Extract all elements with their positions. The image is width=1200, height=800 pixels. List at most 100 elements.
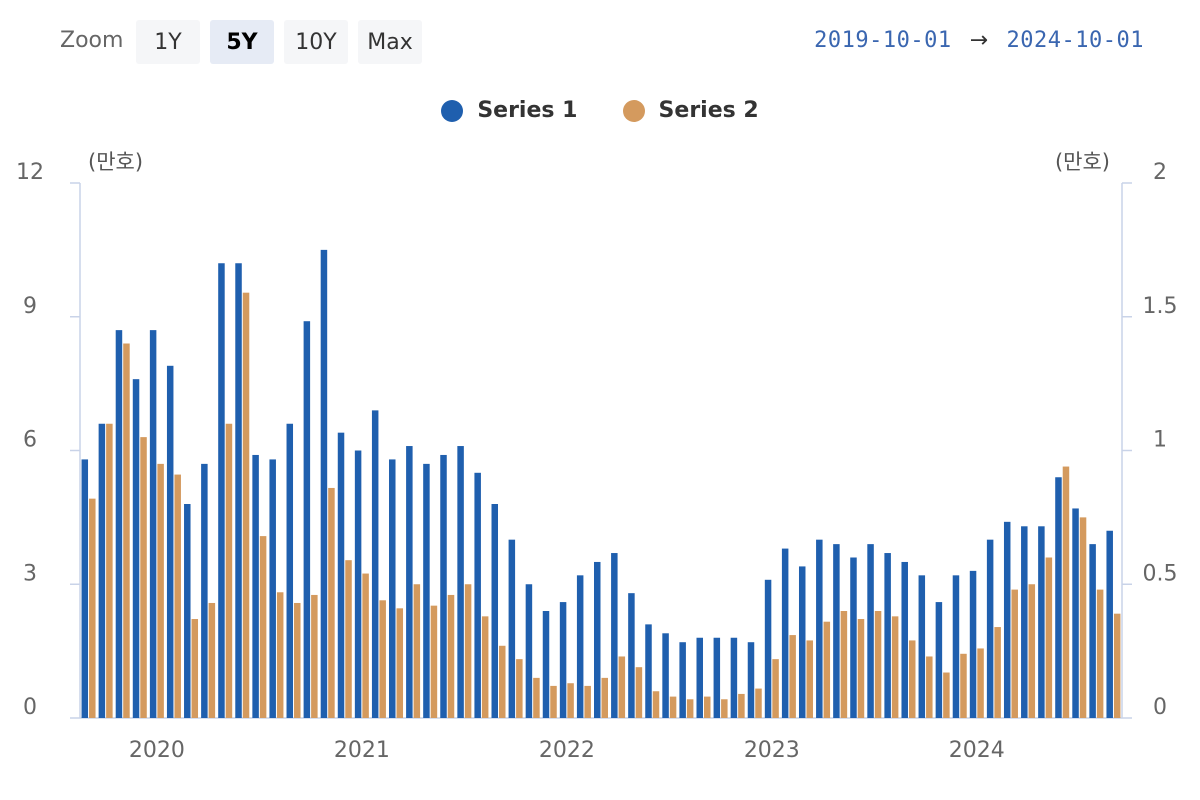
bar-series-2 <box>755 688 762 718</box>
bar-series-1 <box>508 539 516 718</box>
bar-series-2 <box>806 640 813 718</box>
left-axis-tick-label: 0 <box>23 695 37 720</box>
x-axis-tick-label: 2022 <box>539 738 595 763</box>
bar-series-2 <box>345 560 352 718</box>
legend-item-series-2[interactable]: Series 2 <box>622 98 759 123</box>
bar-series-2 <box>481 616 489 718</box>
bar-series-2 <box>584 685 591 718</box>
bar-series-1 <box>1106 530 1113 718</box>
left-axis-tick-label: 3 <box>23 561 37 586</box>
bar-series-1 <box>406 446 413 718</box>
bar-series-2 <box>259 536 267 718</box>
bar-series-1 <box>576 575 584 718</box>
zoom-10y-button[interactable]: 10Y <box>284 20 348 64</box>
bar-series-2 <box>396 608 404 718</box>
right-axis-tick-label: 2 <box>1153 160 1167 185</box>
bar-series-1 <box>1072 508 1079 718</box>
bar-series-1 <box>98 423 106 718</box>
bar-series-2 <box>294 602 301 718</box>
bar-series-2 <box>1011 589 1018 718</box>
right-axis-unit: (만호) <box>1054 150 1110 174</box>
bar-series-2 <box>652 691 660 718</box>
bar-series-2 <box>601 677 608 718</box>
date-range: 2019-10-01 → 2024-10-01 <box>814 28 1144 53</box>
bar-series-2 <box>994 627 1001 718</box>
bar-series-1 <box>747 642 755 718</box>
left-axis-tick-label: 6 <box>23 428 37 453</box>
bar-series-2 <box>874 611 882 718</box>
legend-label-series-1: Series 1 <box>477 98 578 123</box>
bar-series-1 <box>252 454 259 718</box>
toolbar: Zoom 1Y 5Y 10Y Max 2019-10-01 → 2024-10-01 <box>0 0 1200 84</box>
zoom-label: Zoom <box>60 28 124 53</box>
right-axis-tick-label: 0.5 <box>1143 561 1178 586</box>
bar-series-2 <box>311 594 318 718</box>
bar-series-2 <box>618 656 626 718</box>
bar-series-1 <box>1038 526 1045 718</box>
zoom-5y-button[interactable]: 5Y <box>210 20 274 64</box>
bar-series-2 <box>943 672 950 718</box>
bar-series-2 <box>1096 589 1104 718</box>
bar-series-2 <box>157 463 164 718</box>
range-arrow-icon: → <box>969 28 989 53</box>
x-axis-tick-label: 2021 <box>334 738 390 763</box>
bar-series-1 <box>423 463 430 718</box>
bar-series-1 <box>389 459 396 718</box>
bar-series-2 <box>686 699 694 718</box>
bar-series-1 <box>935 602 943 718</box>
right-axis-tick-label: 1 <box>1153 428 1167 453</box>
bar-series-1 <box>628 593 635 718</box>
bar-series-2 <box>242 292 250 718</box>
bar-series-1 <box>1003 521 1011 718</box>
legend-dot-series-2 <box>622 99 645 122</box>
bar-series-2 <box>908 640 916 718</box>
bar-series-1 <box>440 454 447 718</box>
bar-series-2 <box>123 343 130 718</box>
legend-item-series-1[interactable]: Series 1 <box>441 98 577 123</box>
bar-series-1 <box>559 602 567 718</box>
bar-series-2 <box>960 653 967 718</box>
bar-series-1 <box>1089 544 1096 718</box>
range-end-date[interactable]: 2024-10-01 <box>1006 28 1144 53</box>
bar-series-1 <box>884 553 891 718</box>
bar-series-2 <box>926 656 933 718</box>
bar-series-2 <box>499 645 506 718</box>
right-axis-tick-label: 1.5 <box>1143 294 1178 319</box>
left-axis-tick-label: 9 <box>23 294 37 319</box>
bar-series-1 <box>542 611 550 718</box>
zoom-1y-button[interactable]: 1Y <box>136 20 200 64</box>
bar-series-1 <box>1055 477 1062 718</box>
range-start-date[interactable]: 2019-10-01 <box>814 28 952 53</box>
bar-series-1 <box>235 263 242 718</box>
right-axis-tick-label: 0 <box>1153 695 1167 720</box>
bar-series-1 <box>115 330 123 718</box>
bar-series-1 <box>730 637 738 718</box>
bar-series-2 <box>106 423 113 718</box>
bar-series-1 <box>354 450 362 718</box>
bar-series-2 <box>891 616 899 718</box>
bar-series-1 <box>474 472 481 718</box>
bar-series-2 <box>276 592 284 718</box>
bar-series-2 <box>140 437 147 718</box>
legend-label-series-2: Series 2 <box>658 98 759 123</box>
bar-series-2 <box>823 621 831 718</box>
bar-series-2 <box>413 584 421 718</box>
bar-series-1 <box>662 633 669 718</box>
bar-series-1 <box>371 410 379 718</box>
bar-series-2 <box>174 474 181 718</box>
bar-series-2 <box>379 600 386 718</box>
bar-series-1 <box>132 379 140 718</box>
bar-series-1 <box>149 330 157 718</box>
bar-series-1 <box>679 642 686 718</box>
zoom-max-button[interactable]: Max <box>358 20 422 64</box>
bar-series-2 <box>1062 466 1070 718</box>
bar-series-1 <box>457 446 464 718</box>
bar-series-1 <box>491 504 499 718</box>
bar-series-1 <box>81 459 89 718</box>
legend-dot-series-1 <box>441 99 464 122</box>
bar-series-1 <box>850 557 857 718</box>
bar-series-1 <box>798 566 806 718</box>
bar-series-2 <box>362 573 369 718</box>
bar-series-1 <box>218 263 225 718</box>
